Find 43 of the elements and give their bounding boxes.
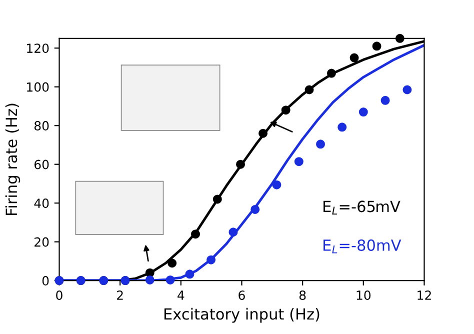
y-tick-label: 40 [34,198,49,208]
point [212,194,222,204]
x-tick-label: 4 [178,290,184,300]
point [168,258,177,268]
point [350,53,359,62]
point [258,128,268,138]
text: E$_{L}$=-65mV [324,200,400,215]
x-axis-title: Excitatory input (Hz) [164,308,320,323]
point [166,275,175,284]
point [338,122,347,132]
x-tick-label: 6 [238,290,245,300]
point [191,230,200,239]
y-tick-label: 100 [27,82,49,92]
point [206,255,216,264]
point [358,108,368,117]
y-tick-label: 80 [34,121,49,131]
y-tick-label: 120 [27,44,49,54]
point [372,42,382,51]
point [250,204,260,214]
point [380,96,390,105]
point [316,140,326,149]
point [402,85,412,94]
point [395,34,404,43]
x-tick-label: 8 [299,290,306,300]
point [145,275,154,284]
point [304,85,314,94]
text: E$_{L}$=-80mV [324,239,402,254]
x-tick-label: 2 [117,290,123,300]
x-tick-label: 0 [56,290,62,300]
point [228,228,238,237]
y-axis-title: Firing rate (Hz) [5,104,20,215]
x-tick-label: 10 [356,290,371,300]
y-tick-label: 20 [34,237,49,247]
point [281,106,290,115]
x-tick-label: 12 [418,290,431,300]
point [326,68,336,78]
y-tick-label: 60 [34,160,49,170]
point [236,160,246,169]
point [185,270,194,279]
y-tick-label: 0 [42,276,49,286]
point [272,180,282,190]
point [294,157,304,166]
point [145,268,154,278]
